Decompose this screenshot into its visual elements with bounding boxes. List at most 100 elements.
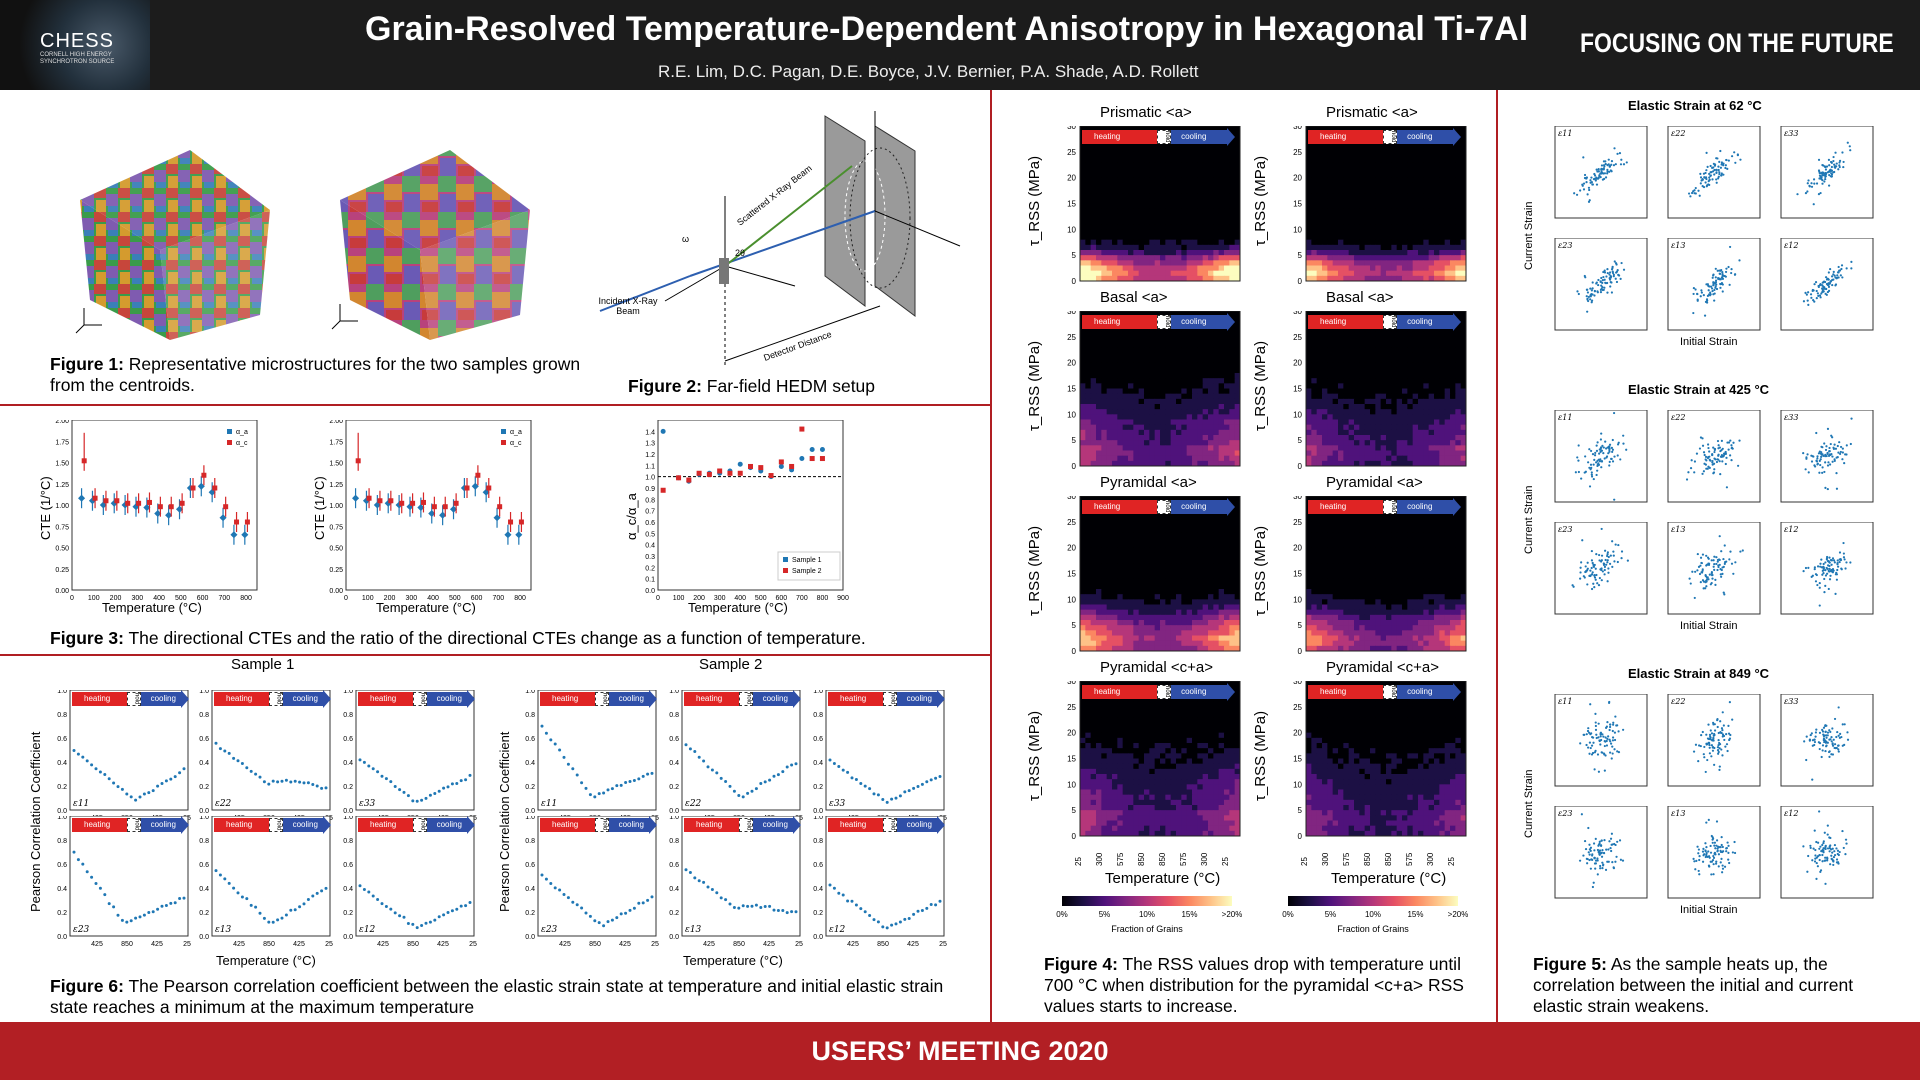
heat-cell [1101,331,1108,338]
heat-cell [1224,182,1230,189]
heat-cell [1306,347,1312,353]
heat-cell [1418,393,1424,400]
heat-cell [1396,429,1403,436]
heat-cell [1460,357,1467,364]
heat-cell [1138,537,1145,543]
heat-cell [1090,578,1097,585]
heat-cell [1332,193,1339,199]
heat-cell [1186,542,1193,549]
pearson-ylabel-2: Pearson Correlation Coefficient [497,731,512,912]
heat-cell [1418,224,1424,230]
heat-cell [1359,162,1366,168]
heat-cell [1101,516,1108,523]
data-point [772,908,776,912]
heat-cell [1122,558,1129,564]
heat-cell [1090,393,1097,400]
heat-cell [1128,511,1134,518]
heat-cell [1208,198,1214,204]
y-tick-label: 15 [1293,200,1302,209]
heat-cell [1149,362,1156,369]
heat-cell [1090,429,1097,436]
heat-cell [1202,573,1209,580]
heat-cell [1370,435,1376,441]
heat-cell [1234,250,1241,256]
heat-cell [1370,167,1376,173]
data-point [371,894,375,898]
heat-cell [1338,398,1344,405]
data-point [850,776,854,780]
heat-cell [1112,496,1118,502]
heat-cell [1208,188,1214,194]
heat-cell [1364,182,1371,189]
heat-cell [1428,336,1435,343]
heat-cell [1439,311,1446,317]
heat-cell [1138,342,1145,348]
heat-cell [1348,378,1355,384]
heat-cell [1160,177,1166,184]
heat-cell [1101,172,1108,179]
heat-cell [1391,157,1398,163]
heat-cell [1396,342,1403,348]
heat-cell [1144,146,1150,153]
heat-cell [1202,250,1209,256]
heat-cell [1202,568,1209,574]
heat-cell [1407,393,1414,400]
data-point-c [399,500,405,506]
heat-cell [1444,404,1451,410]
heat-cell [1322,357,1328,364]
heat-cell [1380,255,1387,261]
heat-cell [1128,578,1134,585]
heat-cell [1359,157,1366,163]
heat-cell [1434,357,1440,364]
heat-cell [1112,393,1118,400]
heat-cell [1412,162,1419,168]
heat-cell [1197,224,1204,230]
x-tick-label: 0 [70,595,74,602]
heat-cell [1407,275,1414,282]
heat-cell [1090,527,1097,533]
heat-cell [1197,326,1204,333]
heat-cell [1311,255,1318,261]
heat-cell [1122,126,1129,132]
heat-cell [1218,511,1225,518]
component-label: ε11 [541,799,557,809]
heat-cell [1418,362,1424,369]
heat-cell [1375,362,1382,369]
data-point-a [471,482,479,490]
heat-cell [1149,224,1156,230]
heat-cell [1106,193,1113,199]
data-point [920,782,924,786]
heat-cell [1311,224,1318,230]
heat-cell [1165,255,1172,261]
heat-cell [1380,141,1387,148]
heat-cell [1101,326,1108,333]
heat-cell [1428,435,1435,441]
heat-cell [1112,265,1118,272]
heating-segment: heating [540,692,595,706]
heat-cell [1412,460,1419,467]
heat-cell [1186,203,1193,210]
heat-cell [1316,393,1323,400]
heat-cell [1213,388,1220,395]
heat-cell [1370,162,1376,168]
data-point [562,755,566,759]
heat-cell [1234,414,1241,420]
heat-cell [1165,331,1172,338]
divider-vertical-2 [1496,90,1498,1022]
heat-cell [1444,445,1451,451]
heat-cell [1229,568,1236,574]
heat-cell [1170,414,1177,420]
heat-cell [1149,151,1156,158]
heat-cell [1354,347,1360,353]
heat-cell [1412,167,1419,173]
heat-cell [1176,188,1182,194]
heat-cell [1460,182,1467,189]
heat-cell [1202,141,1209,148]
heat-cell [1418,419,1424,426]
heat-cell [1348,146,1355,153]
heat-cell [1218,445,1225,451]
heat-cell [1170,182,1177,189]
y-tick-label: 15 [1067,200,1076,209]
heat-cell [1434,193,1440,199]
heat-cell [1450,331,1456,338]
